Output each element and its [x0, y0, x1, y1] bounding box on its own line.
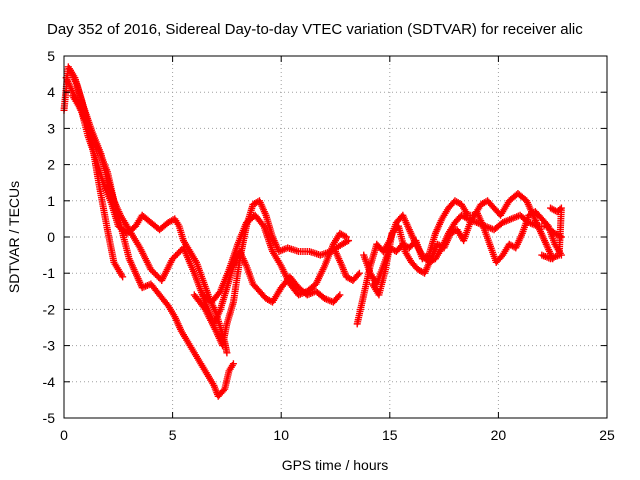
plus-marker	[147, 266, 155, 274]
plus-marker	[336, 291, 344, 299]
grid-lines	[64, 56, 607, 418]
plus-marker	[229, 360, 237, 368]
y-tick-label--1: -1	[43, 265, 56, 281]
series-trace-j	[332, 247, 363, 284]
y-axis-label: SDTVAR / TECUs	[6, 181, 22, 293]
x-tick-label-10: 10	[273, 427, 289, 443]
y-tick-label--4: -4	[43, 374, 56, 390]
x-tick-label-20: 20	[491, 427, 507, 443]
y-tick-label--2: -2	[43, 301, 56, 317]
x-tick-label-5: 5	[169, 427, 177, 443]
data-series	[60, 63, 565, 400]
plus-marker	[354, 271, 362, 279]
y-tick-label-3: 3	[47, 120, 55, 136]
plus-marker	[215, 289, 223, 297]
x-tick-label-0: 0	[60, 427, 68, 443]
series-trace-f	[199, 211, 350, 306]
plus-marker	[355, 269, 363, 277]
plus-marker	[173, 250, 181, 258]
axis-ticks: 0 5 10 15 20 25 -5 -4 -3 -2 -1 0 1 2 3 4 5	[43, 48, 615, 443]
plus-marker	[150, 269, 158, 277]
y-tick-label--5: -5	[43, 410, 56, 426]
x-axis-label: GPS time / hours	[282, 457, 389, 473]
plus-marker	[153, 272, 161, 280]
plus-marker	[259, 221, 267, 229]
series-trace-d	[69, 92, 344, 328]
plus-marker	[342, 233, 350, 241]
plus-marker	[557, 233, 565, 241]
y-tick-label-5: 5	[47, 48, 55, 64]
plus-marker	[335, 292, 343, 300]
y-tick-label-0: 0	[47, 229, 55, 245]
plus-marker	[119, 273, 127, 281]
plus-marker	[172, 252, 180, 260]
series-trace-e	[190, 197, 353, 350]
y-tick-label--3: -3	[43, 338, 56, 354]
plus-marker	[341, 232, 349, 240]
chart-title: Day 352 of 2016, Sidereal Day-to-day VTE…	[47, 21, 583, 38]
y-tick-label-2: 2	[47, 157, 55, 173]
plus-marker	[152, 270, 160, 278]
plus-marker	[169, 255, 177, 263]
plus-marker	[148, 267, 156, 275]
series-trace-k	[538, 204, 565, 263]
y-tick-label-4: 4	[47, 84, 55, 100]
y-tick-label-1: 1	[47, 193, 55, 209]
plus-marker	[548, 205, 556, 213]
plus-marker	[170, 253, 178, 261]
series-trace-i	[368, 208, 565, 299]
x-tick-label-15: 15	[382, 427, 398, 443]
x-tick-label-25: 25	[599, 427, 615, 443]
plus-marker	[223, 349, 231, 357]
plus-marker	[547, 204, 555, 212]
plus-marker	[175, 249, 183, 257]
plus-marker	[345, 237, 353, 245]
plus-marker	[176, 247, 184, 255]
